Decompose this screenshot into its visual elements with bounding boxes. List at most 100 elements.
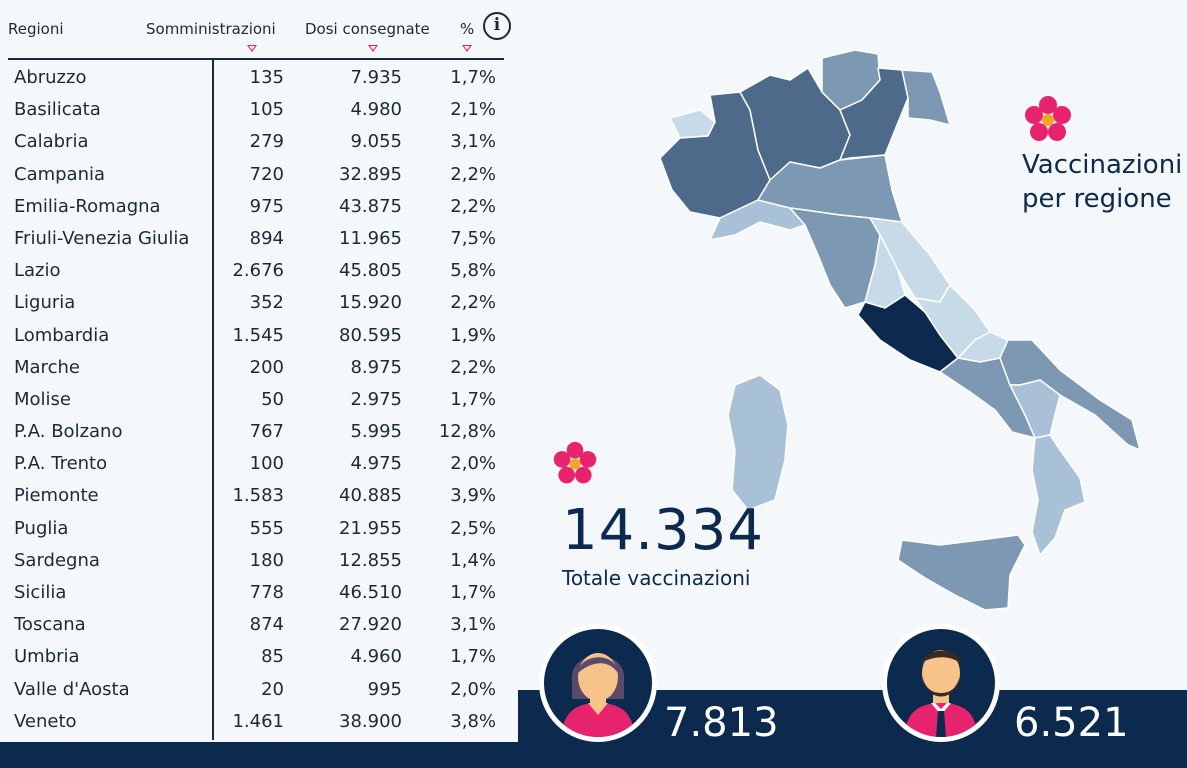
percent-value: 1,7% xyxy=(450,67,496,88)
table-row[interactable]: Lazio 2.676 45.805 5,8% xyxy=(0,257,520,289)
administrations-value: 100 xyxy=(249,453,284,475)
table-row[interactable]: Emilia-Romagna 975 43.875 2,2% xyxy=(0,193,520,225)
table-row[interactable]: Liguria 352 15.920 2,2% xyxy=(0,289,520,321)
table-row[interactable]: P.A. Trento 100 4.975 2,0% xyxy=(0,450,520,482)
sort-dosi-icon[interactable] xyxy=(368,45,378,52)
administrations-value: 555 xyxy=(249,517,284,539)
table-row[interactable]: Basilicata 105 4.980 2,1% xyxy=(0,96,520,128)
region-name: Basilicata xyxy=(14,99,101,121)
region-name: Valle d'Aosta xyxy=(14,678,130,700)
percent-value: 1,7% xyxy=(450,646,496,668)
table-row[interactable]: Toscana 874 27.920 3,1% xyxy=(0,611,520,643)
map-region-friuli[interactable] xyxy=(901,69,951,126)
administrations-value: 1.545 xyxy=(232,324,284,346)
percent-value: 2,0% xyxy=(450,678,496,700)
percent-value: 1,7% xyxy=(450,582,496,603)
percent-value: 3,9% xyxy=(450,485,496,507)
header-divider xyxy=(8,58,504,60)
region-name: Umbria xyxy=(14,646,80,668)
percent-value: 2,0% xyxy=(450,453,496,475)
administrations-value: 50 xyxy=(261,388,284,410)
administrations-value: 2.676 xyxy=(232,260,284,282)
delivered-value: 8.975 xyxy=(350,356,402,378)
column-divider xyxy=(212,60,214,740)
primula-flower-icon xyxy=(1025,96,1071,141)
table-row[interactable]: Molise 50 2.975 1,7% xyxy=(0,386,520,418)
table-row[interactable]: P.A. Bolzano 767 5.995 12,8% xyxy=(0,418,520,450)
percent-value: 2,1% xyxy=(450,99,496,121)
administrations-value: 720 xyxy=(249,163,284,185)
region-name: P.A. Trento xyxy=(14,453,108,475)
total-vaccinations-label: Totale vaccinazioni xyxy=(562,566,751,590)
primula-flower-icon-total xyxy=(553,441,597,484)
percent-value: 5,8% xyxy=(450,260,496,282)
administrations-value: 135 xyxy=(249,67,284,88)
italy-map xyxy=(659,49,1141,611)
map-region-basilicata[interactable] xyxy=(1009,379,1061,439)
map-region-calabria[interactable] xyxy=(1031,434,1086,556)
administrations-value: 894 xyxy=(249,227,284,249)
administrations-value: 1.583 xyxy=(232,485,284,507)
info-icon[interactable]: i xyxy=(483,12,511,40)
percent-value: 2,5% xyxy=(450,517,496,539)
region-name: Toscana xyxy=(14,614,86,636)
women-count: 7.813 xyxy=(664,700,779,746)
delivered-value: 4.960 xyxy=(350,646,402,668)
table-row[interactable]: Umbria 85 4.960 1,7% xyxy=(0,643,520,675)
region-name: Emilia-Romagna xyxy=(14,195,161,217)
region-name: Marche xyxy=(14,356,80,378)
table-row[interactable]: Friuli-Venezia Giulia 894 11.965 7,5% xyxy=(0,225,520,257)
region-name: Molise xyxy=(14,388,71,410)
header-somministrazioni[interactable]: Somministrazioni xyxy=(146,20,276,38)
delivered-value: 38.900 xyxy=(339,710,402,732)
table-row[interactable]: Lombardia 1.545 80.595 1,9% xyxy=(0,322,520,354)
map-region-sardegna[interactable] xyxy=(727,374,789,511)
percent-value: 12,8% xyxy=(438,421,496,443)
percent-value: 2,2% xyxy=(450,292,496,314)
table-row[interactable]: Sardegna 180 12.855 1,4% xyxy=(0,547,520,579)
table-row[interactable]: Campania 720 32.895 2,2% xyxy=(0,161,520,193)
percent-value: 2,2% xyxy=(450,195,496,217)
administrations-value: 180 xyxy=(249,549,284,571)
delivered-value: 46.510 xyxy=(339,582,402,603)
map-region-valle-daosta[interactable] xyxy=(669,109,716,139)
administrations-value: 975 xyxy=(249,195,284,217)
percent-value: 3,8% xyxy=(450,710,496,732)
region-name: Calabria xyxy=(14,131,89,153)
table-row[interactable]: Valle d'Aosta 20 995 2,0% xyxy=(0,676,520,708)
region-name: Lazio xyxy=(14,260,61,282)
table-row[interactable]: Sicilia 778 46.510 1,7% xyxy=(0,579,520,611)
table-row[interactable]: Marche 200 8.975 2,2% xyxy=(0,354,520,386)
percent-value: 3,1% xyxy=(450,131,496,153)
administrations-value: 352 xyxy=(249,292,284,314)
table-row[interactable]: Calabria 279 9.055 3,1% xyxy=(0,128,520,160)
table-row[interactable]: Piemonte 1.583 40.885 3,9% xyxy=(0,482,520,514)
map-title: Vaccinazioni per regione xyxy=(1022,148,1182,216)
region-name: Liguria xyxy=(14,292,76,314)
man-avatar-icon xyxy=(882,624,1000,742)
delivered-value: 27.920 xyxy=(339,614,402,636)
region-name: Campania xyxy=(14,163,106,185)
table-row[interactable]: Abruzzo 135 7.935 1,7% xyxy=(0,64,520,96)
table-row[interactable]: Puglia 555 21.955 2,5% xyxy=(0,515,520,547)
sort-somministrazioni-icon[interactable] xyxy=(247,45,257,52)
delivered-value: 80.595 xyxy=(339,324,402,346)
map-title-line2: per regione xyxy=(1022,184,1172,214)
delivered-value: 11.965 xyxy=(339,227,402,249)
administrations-value: 279 xyxy=(249,131,284,153)
administrations-value: 874 xyxy=(249,614,284,636)
administrations-value: 20 xyxy=(261,678,284,700)
header-percent[interactable]: % xyxy=(460,20,475,38)
total-vaccinations-value: 14.334 xyxy=(562,498,764,563)
sort-percent-icon[interactable] xyxy=(462,45,472,52)
map-region-sicilia[interactable] xyxy=(897,534,1026,611)
men-count: 6.521 xyxy=(1014,700,1129,746)
header-regioni[interactable]: Regioni xyxy=(8,20,64,38)
delivered-value: 4.975 xyxy=(350,453,402,475)
region-name: Puglia xyxy=(14,517,69,539)
table-row[interactable]: Veneto 1.461 38.900 3,8% xyxy=(0,708,520,740)
header-dosi-consegnate[interactable]: Dosi consegnate xyxy=(305,20,430,38)
map-region-toscana[interactable] xyxy=(789,207,881,309)
administrations-value: 778 xyxy=(249,582,284,603)
administrations-value: 200 xyxy=(249,356,284,378)
